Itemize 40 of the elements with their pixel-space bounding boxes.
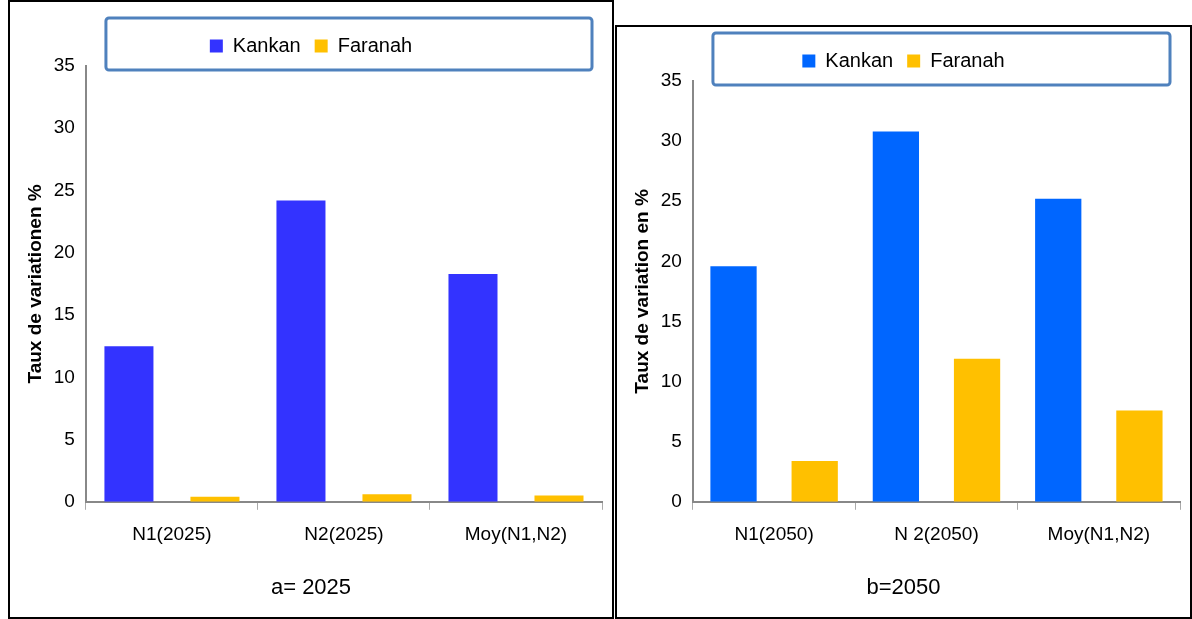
y-tick-label: 15	[660, 309, 682, 331]
y-tick-label: 30	[53, 116, 75, 138]
bar	[872, 131, 920, 502]
x-tick-label: N1(2025)	[132, 523, 212, 545]
y-tick-label: 10	[53, 365, 75, 387]
legend-label: Kankan	[825, 48, 894, 71]
y-tick-label: 25	[53, 178, 75, 200]
y-tick-label: 35	[660, 69, 682, 91]
legend-label: Faranah	[930, 48, 1005, 71]
y-axis-title: Taux de variation en %	[630, 189, 652, 394]
y-axis-title: Taux de variationen %	[23, 184, 45, 384]
y-tick-label: 30	[660, 129, 682, 151]
y-tick-label: 20	[660, 249, 682, 271]
y-tick-label: 35	[53, 54, 75, 76]
bar	[448, 273, 498, 502]
y-tick-label: 15	[53, 303, 75, 325]
bar	[362, 494, 412, 502]
y-tick-label: 0	[671, 490, 682, 512]
bar	[791, 460, 838, 502]
y-tick-label: 5	[64, 427, 75, 449]
bar	[953, 358, 1001, 502]
x-tick-label: Moy(N1,N2)	[464, 523, 568, 545]
text: b=2050	[866, 573, 941, 599]
y-tick-label: 0	[64, 490, 75, 512]
legend-label: Faranah	[337, 33, 413, 56]
x-tick-label: N1(2050)	[734, 523, 814, 545]
y-tick-label: 25	[660, 189, 682, 211]
x-tick-label: N 2(2050)	[894, 523, 979, 545]
x-tick-label: N2(2025)	[304, 523, 384, 545]
text: a= 2025	[270, 573, 352, 599]
y-tick-label: 10	[660, 369, 682, 391]
bar	[1035, 198, 1082, 502]
y-tick-label: 5	[671, 429, 682, 451]
bar	[276, 200, 326, 502]
bar	[104, 346, 154, 502]
y-tick-label: 20	[53, 241, 75, 263]
bar	[710, 266, 757, 502]
x-tick-label: Moy(N1,N2)	[1047, 523, 1151, 545]
bar	[1116, 410, 1163, 502]
legend-label: Kankan	[232, 33, 301, 56]
